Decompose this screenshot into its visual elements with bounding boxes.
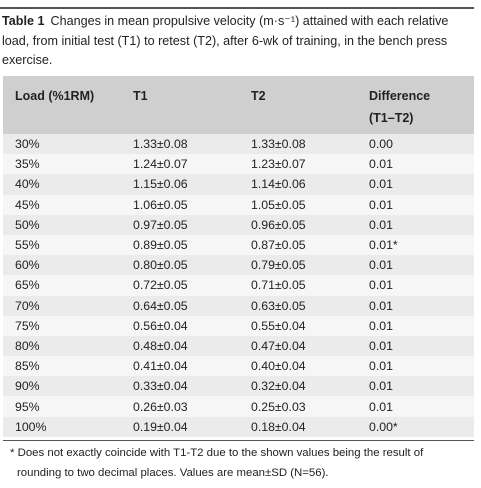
cell-t1: 0.97±0.05 xyxy=(133,217,188,232)
cell-load: 40% xyxy=(15,177,40,192)
table-row: 85% 0.41±0.04 0.40±0.04 0.01 xyxy=(3,356,474,377)
cell-difference: 0.01 xyxy=(369,278,393,293)
cell-t2: 0.63±0.05 xyxy=(251,298,306,313)
cell-t1: 0.89±0.05 xyxy=(133,238,188,253)
cell-t1: 0.48±0.04 xyxy=(133,338,188,353)
cell-load: 90% xyxy=(15,379,40,394)
cell-t1: 0.80±0.05 xyxy=(133,258,188,273)
cell-difference: 0.01 xyxy=(369,258,393,273)
header-difference: Difference (T1–T2) xyxy=(369,89,431,125)
cell-t1: 1.33±0.08 xyxy=(133,137,188,152)
cell-difference: 0.00 xyxy=(369,137,393,152)
table-row: 40% 1.15±0.06 1.14±0.06 0.01 xyxy=(3,174,474,195)
cell-load: 35% xyxy=(15,157,40,172)
cell-t1: 0.19±0.04 xyxy=(133,419,188,434)
cell-load: 50% xyxy=(15,217,40,232)
cell-t2: 0.96±0.05 xyxy=(251,217,306,232)
table-row: 95% 0.26±0.03 0.25±0.03 0.01 xyxy=(3,396,474,417)
header-t2: T2 xyxy=(251,89,266,103)
cell-t2: 0.18±0.04 xyxy=(251,419,306,434)
cell-difference: 0.01 xyxy=(369,157,393,172)
cell-load: 95% xyxy=(15,399,40,414)
bottom-rule xyxy=(3,440,474,441)
cell-t1: 1.15±0.06 xyxy=(133,177,188,192)
table-footnote: * Does not exactly coincide with T1-T2 d… xyxy=(10,444,474,483)
cell-t1: 0.64±0.05 xyxy=(133,298,188,313)
table-row: 30% 1.33±0.08 1.33±0.08 0.00 xyxy=(3,134,474,155)
table-row: 100% 0.19±0.04 0.18±0.04 0.00* xyxy=(3,416,474,437)
cell-t2: 0.71±0.05 xyxy=(251,278,306,293)
table-row: 90% 0.33±0.04 0.32±0.04 0.01 xyxy=(3,376,474,397)
cell-difference: 0.01 xyxy=(369,197,393,212)
table-row: 70% 0.64±0.05 0.63±0.05 0.01 xyxy=(3,295,474,316)
cell-t1: 1.06±0.05 xyxy=(133,197,188,212)
cell-t2: 1.23±0.07 xyxy=(251,157,306,172)
cell-difference: 0.01 xyxy=(369,359,393,374)
cell-t2: 0.55±0.04 xyxy=(251,318,306,333)
cell-load: 45% xyxy=(15,197,40,212)
cell-load: 30% xyxy=(15,137,40,152)
table-row: 60% 0.80±0.05 0.79±0.05 0.01 xyxy=(3,255,474,276)
cell-t1: 0.72±0.05 xyxy=(133,278,188,293)
table-label: Table 1 xyxy=(2,14,45,28)
cell-load: 65% xyxy=(15,278,40,293)
cell-load: 55% xyxy=(15,238,40,253)
cell-t2: 0.25±0.03 xyxy=(251,399,306,414)
cell-load: 60% xyxy=(15,258,40,273)
cell-t1: 1.24±0.07 xyxy=(133,157,188,172)
cell-difference: 0.01 xyxy=(369,318,393,333)
cell-t2: 0.79±0.05 xyxy=(251,258,306,273)
cell-t2: 1.05±0.05 xyxy=(251,197,306,212)
cell-load: 80% xyxy=(15,338,40,353)
cell-difference: 0.00* xyxy=(369,419,398,434)
table-header-row: Load (%1RM) T1 T2 Difference (T1–T2) xyxy=(3,76,474,134)
cell-load: 85% xyxy=(15,359,40,374)
data-table-wrapper: Load (%1RM) T1 T2 Difference (T1–T2) 30% 1… xyxy=(3,76,474,437)
cell-difference: 0.01 xyxy=(369,177,393,192)
cell-t1: 0.41±0.04 xyxy=(133,359,188,374)
cell-t1: 0.26±0.03 xyxy=(133,399,188,414)
table-row: 55% 0.89±0.05 0.87±0.05 0.01* xyxy=(3,234,474,256)
cell-t2: 1.14±0.06 xyxy=(251,177,306,192)
table-row: 65% 0.72±0.05 0.71±0.05 0.01 xyxy=(3,275,474,296)
header-t1: T1 xyxy=(133,89,148,103)
table-row: 35% 1.24±0.07 1.23±0.07 0.01 xyxy=(3,154,474,175)
cell-difference: 0.01 xyxy=(369,399,393,414)
cell-t1: 0.33±0.04 xyxy=(133,379,188,394)
cell-t2: 0.87±0.05 xyxy=(251,238,306,253)
footnote-line-1: * Does not exactly coincide with T1-T2 d… xyxy=(10,447,424,459)
cell-difference: 0.01 xyxy=(369,298,393,313)
table-row: 50% 0.97±0.05 0.96±0.05 0.01 xyxy=(3,214,474,235)
cell-difference: 0.01* xyxy=(369,238,398,253)
cell-t1: 0.56±0.04 xyxy=(133,318,188,333)
cell-difference: 0.01 xyxy=(369,379,393,394)
cell-load: 75% xyxy=(15,318,40,333)
table-row: 75% 0.56±0.04 0.55±0.04 0.01 xyxy=(3,315,474,336)
table-caption: Table 1 Changes in mean propulsive veloci… xyxy=(2,12,474,71)
table-body: 30% 1.33±0.08 1.33±0.08 0.00 35% 1.24±0.07 1.2… xyxy=(3,134,474,437)
table-row: 80% 0.48±0.04 0.47±0.04 0.01 xyxy=(3,335,474,357)
cell-load: 100% xyxy=(15,419,47,434)
caption-text: Changes in mean propulsive velocity (m·s… xyxy=(2,14,449,67)
cell-t2: 0.32±0.04 xyxy=(251,379,306,394)
cell-t2: 0.47±0.04 xyxy=(251,338,306,353)
cell-difference: 0.01 xyxy=(369,338,393,353)
top-rule xyxy=(0,7,474,9)
cell-t2: 1.33±0.08 xyxy=(251,137,306,152)
table-row: 45% 1.06±0.05 1.05±0.05 0.01 xyxy=(3,194,474,215)
cell-t2: 0.40±0.04 xyxy=(251,359,306,374)
cell-load: 70% xyxy=(15,298,40,313)
header-load: Load (%1RM) xyxy=(15,89,95,103)
cell-difference: 0.01 xyxy=(369,217,393,232)
velocity-table: Load (%1RM) T1 T2 Difference (T1–T2) 30% 1… xyxy=(3,76,474,437)
footnote-line-2: rounding to two decimal places. Values a… xyxy=(17,466,329,479)
